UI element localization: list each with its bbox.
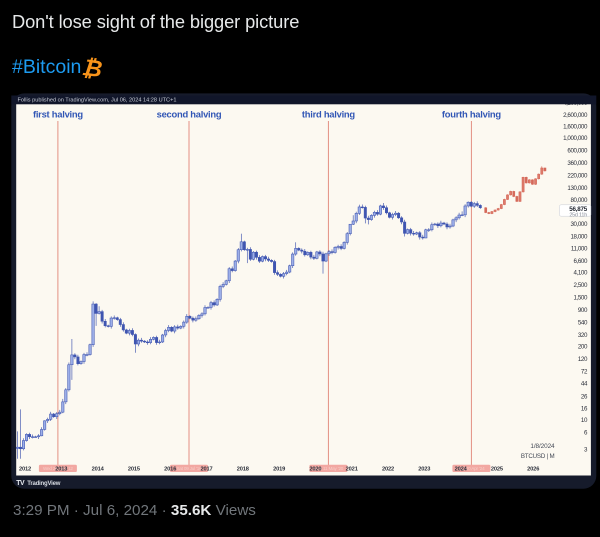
svg-text:30,000: 30,000 (570, 221, 587, 228)
svg-text:2018: 2018 (237, 466, 249, 472)
svg-text:900: 900 (578, 307, 588, 314)
svg-text:6: 6 (584, 429, 588, 436)
svg-text:2013: 2013 (55, 466, 67, 472)
svg-text:4,200,000: 4,200,000 (563, 100, 588, 107)
svg-text:44: 44 (581, 381, 588, 388)
svg-text:Follis published on TradingVie: Follis published on TradingView.com, Jul… (18, 98, 177, 104)
svg-text:Mon 11 May ’20: Mon 11 May ’20 (314, 466, 344, 471)
svg-text:540: 540 (578, 319, 588, 326)
svg-text:Sat 20 Apr ’24: Sat 20 Apr ’24 (458, 466, 485, 471)
svg-text:2,600,000: 2,600,000 (563, 112, 588, 119)
svg-text:2019: 2019 (273, 466, 285, 472)
svg-text:18,000: 18,000 (570, 234, 587, 241)
svg-text:first halving: first halving (33, 109, 83, 120)
svg-text:3: 3 (584, 446, 588, 453)
svg-text:2024: 2024 (455, 466, 468, 472)
svg-text:1/8/2024: 1/8/2024 (530, 443, 555, 450)
svg-text:2026: 2026 (527, 466, 539, 472)
svg-text:320: 320 (578, 332, 588, 339)
svg-text:200: 200 (578, 344, 588, 351)
svg-text:2020: 2020 (309, 466, 321, 472)
svg-text:2015: 2015 (128, 466, 140, 472)
svg-text:1,000,000: 1,000,000 (563, 135, 588, 142)
svg-text:2025: 2025 (491, 466, 503, 472)
svg-text:360,000: 360,000 (567, 160, 588, 167)
svg-text:2014: 2014 (92, 466, 105, 472)
svg-text:TradingView: TradingView (27, 481, 61, 487)
svg-text:120: 120 (578, 356, 588, 363)
svg-text:TV: TV (16, 480, 25, 487)
svg-text:2023: 2023 (418, 466, 430, 472)
svg-text:second halving: second halving (157, 109, 222, 120)
svg-text:2017: 2017 (200, 466, 212, 472)
svg-text:25d 11h: 25d 11h (569, 212, 587, 218)
svg-text:2012: 2012 (19, 466, 31, 472)
svg-text:Wed 28 Nov ’12: Wed 28 Nov ’12 (43, 466, 73, 471)
svg-text:BTCUSD | M: BTCUSD | M (521, 453, 555, 460)
svg-text:16: 16 (581, 405, 588, 412)
svg-text:72: 72 (581, 369, 588, 376)
svg-text:220,000: 220,000 (567, 172, 588, 179)
svg-text:6,600: 6,600 (574, 258, 588, 265)
svg-text:2021: 2021 (346, 466, 358, 472)
svg-text:10: 10 (581, 417, 588, 424)
svg-text:4,100: 4,100 (574, 270, 588, 277)
svg-text:56,875: 56,875 (569, 206, 587, 213)
svg-text:600,000: 600,000 (567, 148, 588, 155)
svg-text:2,500: 2,500 (574, 282, 588, 289)
svg-text:2022: 2022 (382, 466, 394, 472)
svg-text:Sat 09 Jul ’16: Sat 09 Jul ’16 (176, 466, 202, 471)
svg-text:1,600,000: 1,600,000 (563, 124, 588, 131)
svg-text:130,000: 130,000 (567, 185, 588, 192)
svg-text:2016: 2016 (164, 466, 176, 472)
svg-text:1,500: 1,500 (574, 294, 588, 301)
svg-text:third halving: third halving (302, 109, 356, 120)
svg-text:fourth halving: fourth halving (442, 109, 502, 120)
svg-text:11,000: 11,000 (571, 246, 588, 253)
svg-text:26: 26 (581, 394, 588, 401)
svg-text:80,000: 80,000 (570, 197, 587, 204)
